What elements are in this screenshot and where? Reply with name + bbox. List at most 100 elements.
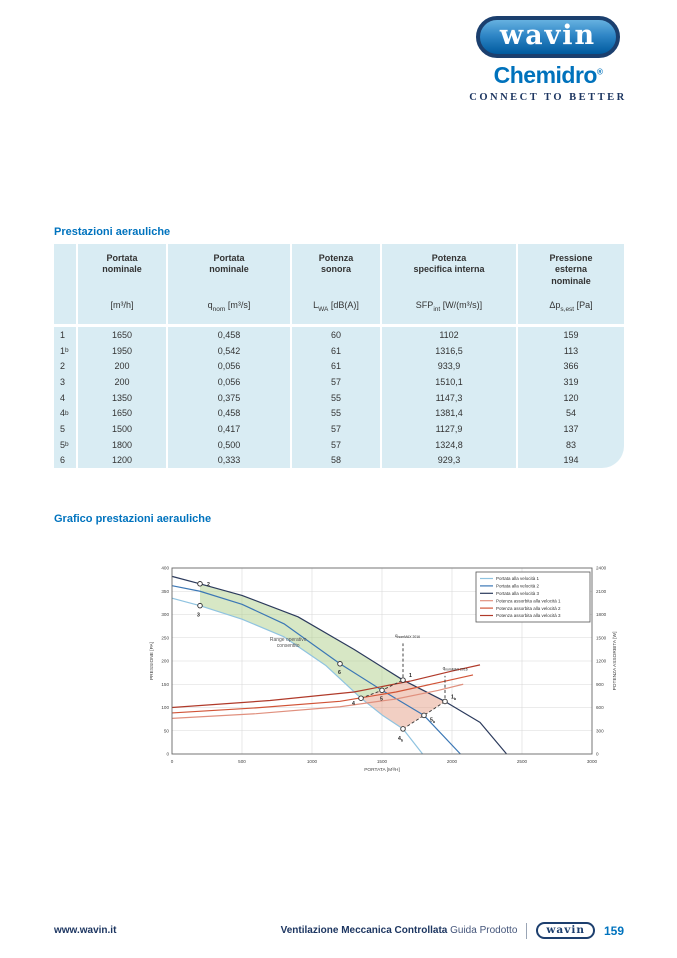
x-tick-label: 1000 bbox=[307, 759, 318, 764]
table-cell: 1650 bbox=[78, 327, 166, 343]
section-title-prestazioni: Prestazioni aerauliche bbox=[54, 226, 171, 238]
table-row: 3 200 0,056 57 1510,1 319 bbox=[54, 374, 624, 390]
point-label: 1b bbox=[451, 694, 457, 700]
table-row-label: 5 bbox=[54, 421, 76, 437]
operating-point-5 bbox=[379, 687, 385, 694]
y-right-tick-label: 1800 bbox=[596, 612, 607, 617]
chart-svg: 2 3 6 4 5 1 4b 5b 1b qnomMAX 2016 qnomMAX 2016 Rang… bbox=[146, 558, 632, 790]
table-cell: 0,458 bbox=[168, 327, 290, 343]
y-left-axis-title: PRESSIONE [PA] bbox=[149, 642, 155, 680]
dashed-line bbox=[402, 701, 446, 730]
y-left-tick-label: 200 bbox=[161, 659, 169, 664]
legend-label: Portata alla velocità 3 bbox=[496, 591, 540, 596]
table-cell: 1102 bbox=[382, 327, 516, 343]
section-title-grafico: Grafico prestazioni aerauliche bbox=[54, 513, 212, 525]
y-right-tick-label: 1500 bbox=[596, 635, 607, 640]
footer-doc-light: Guida Prodotto bbox=[447, 925, 518, 936]
table-cell: 55 bbox=[292, 389, 380, 406]
table-row: 5 b 1800 0,500 57 1324,8 83 bbox=[54, 436, 624, 453]
table-cell: 1200 bbox=[78, 452, 166, 469]
table-cell: 57 bbox=[292, 421, 380, 437]
table-row-label: 2 bbox=[54, 358, 76, 375]
y-right-tick-label: 600 bbox=[596, 705, 604, 710]
table-row: 2 200 0,056 61 933,9 366 bbox=[54, 358, 624, 375]
point-label: 5 bbox=[380, 696, 383, 702]
table-column-title: Potenza sonora bbox=[292, 244, 380, 296]
table-row: 4 b 1650 0,458 55 1381,4 54 bbox=[54, 405, 624, 422]
table-cell: 0,056 bbox=[168, 358, 290, 375]
table-unit-cell: LWA [dB(A)] bbox=[292, 296, 380, 324]
table-cell: 54 bbox=[518, 405, 624, 422]
performance-table: Portata nominale Portata nominale Potenza … bbox=[54, 244, 624, 469]
page-footer: www.wavin.it Ventilazione Meccanica Cont… bbox=[54, 922, 624, 939]
table-cell: 113 bbox=[518, 342, 624, 359]
footer-page-number: 159 bbox=[603, 923, 624, 938]
range-operativo-label: Range operativo consentito bbox=[270, 637, 307, 649]
legend-label: Potenza assorbita alla velocità 3 bbox=[496, 613, 561, 618]
legend-label: Potenza assorbita alla velocità 2 bbox=[496, 606, 561, 611]
table-column-title: Pressione esterna nominale bbox=[518, 244, 624, 296]
wavin-logo: wavin bbox=[475, 16, 621, 58]
legend-label: Portata alla velocità 1 bbox=[496, 576, 540, 581]
y-left-tick-label: 400 bbox=[161, 566, 169, 571]
table-units-row: [m³/h] qnom [m³/s] LWA [dB(A)] SFPint [W/(m… bbox=[54, 296, 624, 324]
y-left-tick-label: 150 bbox=[161, 682, 169, 687]
footer-doc-title: Ventilazione Meccanica Controllata Guida… bbox=[281, 925, 518, 936]
legend-label: Portata alla velocità 2 bbox=[496, 584, 540, 589]
operating-point-4b bbox=[400, 726, 406, 732]
table-row-label: 6 bbox=[54, 452, 76, 469]
point-label: 2 bbox=[207, 582, 210, 588]
table-corner-cell bbox=[54, 244, 76, 296]
table-cell: 0,375 bbox=[168, 389, 290, 406]
footer-url: www.wavin.it bbox=[54, 925, 117, 936]
table-row-label: 4 bbox=[54, 389, 76, 406]
table-cell: 0,500 bbox=[168, 436, 290, 453]
point-label: 4 bbox=[352, 701, 355, 707]
operating-point-1b bbox=[442, 698, 448, 705]
table-row: 1 b 1950 0,542 61 1316,5 113 bbox=[54, 342, 624, 359]
y-left-tick-label: 250 bbox=[161, 635, 169, 640]
y-left-tick-label: 300 bbox=[161, 612, 169, 617]
table-unit-cell: SFPint [W/(m³/s)] bbox=[382, 296, 516, 324]
table-row: 5 1500 0,417 57 1127,9 137 bbox=[54, 421, 624, 437]
table-column-title: Potenza specifica interna bbox=[382, 244, 516, 296]
table-cell: 0,417 bbox=[168, 421, 290, 437]
x-tick-label: 1500 bbox=[377, 759, 388, 764]
table-units-corner bbox=[54, 296, 76, 324]
operating-point-2 bbox=[197, 581, 203, 587]
table-row-label: 1 bbox=[54, 327, 76, 343]
table-header-row: Portata nominale Portata nominale Potenza … bbox=[54, 244, 624, 296]
annotation-qnommax: qnomMAX 2016 bbox=[443, 665, 468, 671]
table-cell: 1350 bbox=[78, 389, 166, 406]
table-unit-cell: qnom [m³/s] bbox=[168, 296, 290, 324]
table-white-rule bbox=[54, 324, 624, 327]
table-cell: 137 bbox=[518, 421, 624, 437]
series-line-5 bbox=[171, 674, 474, 714]
table-unit-cell: Δps,est [Pa] bbox=[518, 296, 624, 324]
table-unit-cell: [m³/h] bbox=[78, 296, 166, 324]
table-cell: 933,9 bbox=[382, 358, 516, 375]
performance-chart: 2 3 6 4 5 1 4b 5b 1b qnomMAX 2016 qnomMAX 2016 Rang… bbox=[146, 558, 632, 790]
table-cell: 0,542 bbox=[168, 342, 290, 359]
x-tick-label: 3000 bbox=[587, 759, 598, 764]
x-tick-label: 2000 bbox=[447, 759, 458, 764]
table-cell: 1950 bbox=[78, 342, 166, 359]
x-tick-label: 0 bbox=[171, 759, 174, 764]
table-cell: 1316,5 bbox=[382, 342, 516, 359]
y-right-tick-label: 900 bbox=[596, 682, 604, 687]
annotation-qnommax: qnomMAX 2016 bbox=[395, 633, 420, 639]
table-cell: 159 bbox=[518, 327, 624, 343]
y-right-tick-label: 2400 bbox=[596, 566, 607, 571]
y-right-tick-label: 1200 bbox=[596, 659, 607, 664]
table-cell: 57 bbox=[292, 436, 380, 453]
x-tick-label: 2500 bbox=[517, 759, 528, 764]
registered-mark: ® bbox=[596, 67, 603, 77]
table-cell: 366 bbox=[518, 358, 624, 375]
chemidro-text: Chemidro bbox=[493, 62, 598, 88]
y-left-tick-label: 50 bbox=[164, 728, 170, 733]
table-cell: 83 bbox=[518, 436, 624, 453]
table-row: 6 1200 0,333 58 929,3 194 bbox=[54, 452, 624, 469]
